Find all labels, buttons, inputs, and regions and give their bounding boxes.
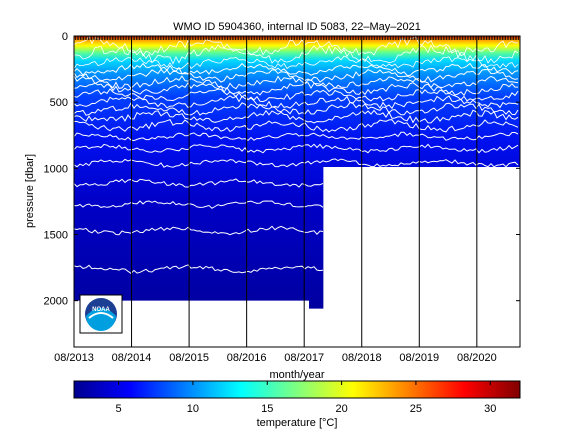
isotherm (74, 44, 519, 65)
colorbar-tick-label: 15 (261, 403, 273, 415)
colorbar-tick-label: 25 (410, 403, 422, 415)
isotherm (74, 62, 519, 77)
colorbar (73, 380, 521, 399)
x-tick-label: 08/2016 (227, 352, 267, 364)
isotherm (74, 225, 324, 236)
isotherm (74, 200, 324, 209)
isotherm-contours (74, 36, 519, 274)
noaa-logo-icon: NOAA (79, 294, 123, 334)
colorbar-tick-label: 20 (335, 403, 347, 415)
x-tick-label: 08/2017 (284, 352, 324, 364)
chart-title: WMO ID 5904360, internal ID 5083, 22–May… (173, 21, 421, 33)
isotherm (74, 118, 519, 133)
x-tick-label: 08/2020 (457, 352, 497, 364)
isotherm (74, 68, 519, 83)
isotherm (74, 131, 519, 142)
isotherm (74, 75, 519, 90)
x-tick-label: 08/2014 (112, 352, 152, 364)
x-tick-label: 08/2015 (169, 352, 209, 364)
isotherm (74, 178, 324, 188)
y-tick-label: 1500 (44, 230, 68, 242)
plot-area (74, 36, 520, 309)
isotherm (74, 109, 519, 124)
isotherm (74, 264, 324, 274)
colorbar-tick-label: 10 (187, 403, 199, 415)
y-tick-label: 2000 (44, 296, 68, 308)
colorbar-tick-label: 5 (116, 403, 122, 415)
y-axis: 0 500 1000 1500 2000 (44, 31, 520, 308)
isotherm (74, 82, 518, 97)
isotherm (74, 36, 519, 57)
x-axis: 08/2013 08/2014 08/2015 08/2016 08/2017 08/20… (54, 36, 497, 364)
isotherm (74, 95, 519, 110)
colorbar-tick-label: 30 (484, 403, 496, 415)
x-axis-label: month/year (269, 369, 324, 381)
profile-markers (74, 36, 519, 40)
y-tick-label: 1000 (44, 163, 68, 175)
isotherm (74, 55, 519, 70)
isotherm (74, 101, 519, 116)
isotherm (74, 143, 519, 154)
colorbar-ticks: 5 10 15 20 25 30 (116, 381, 496, 415)
y-axis-label: pressure [dbar] (24, 154, 36, 228)
x-tick-label: 08/2013 (54, 352, 94, 364)
logo-text: NOAA (92, 307, 110, 313)
isotherm (74, 158, 519, 168)
x-tick-label: 08/2018 (342, 352, 382, 364)
x-tick-label: 08/2019 (399, 352, 439, 364)
y-tick-label: 500 (50, 97, 68, 109)
isotherm (74, 88, 519, 103)
y-tick-label: 0 (62, 31, 68, 43)
colorbar-label: temperature [°C] (257, 417, 338, 429)
